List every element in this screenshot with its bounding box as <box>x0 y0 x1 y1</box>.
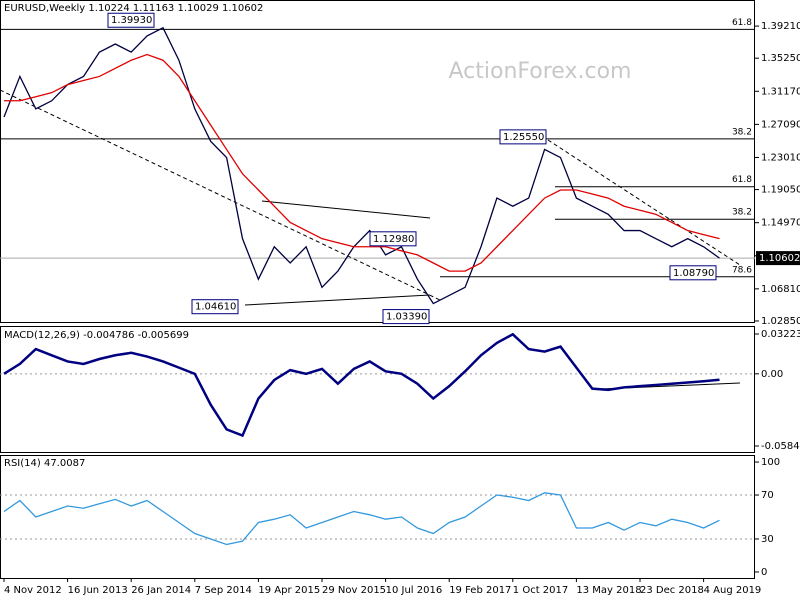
x-tick-label: 19 Feb 2017 <box>449 585 511 596</box>
series-line <box>3 492 720 546</box>
fib-label: 61.8 <box>732 175 752 185</box>
x-tick-label: 10 Jul 2016 <box>386 585 443 596</box>
y-tick-label: 1.35250 <box>761 53 800 64</box>
y-tick-label: 1.06810 <box>761 284 800 295</box>
macd-panel <box>0 326 755 453</box>
annotation-box <box>499 129 547 145</box>
annotation-label: 1.03390 <box>386 312 427 323</box>
y-tick-label: 0 <box>761 567 767 578</box>
fib-label: 61.8 <box>732 18 752 28</box>
chart-title: EURUSD,Weekly 1.10224 1.11163 1.10029 1.… <box>4 3 263 14</box>
last-price-label: 1.10602 <box>759 253 800 264</box>
x-tick-label: 4 Aug 2019 <box>704 585 762 596</box>
annotation-box <box>369 231 417 247</box>
y-tick-label: 1.31170 <box>761 86 800 97</box>
x-tick-label: 16 Jun 2013 <box>68 585 128 596</box>
rsi-panel <box>0 455 755 579</box>
annotation-box <box>669 265 717 281</box>
series-line <box>3 26 720 305</box>
y-tick-label: 70 <box>761 490 774 501</box>
y-tick-label: 0.00 <box>761 369 783 380</box>
triangle-line <box>244 294 431 306</box>
y-tick-label: 1.23010 <box>761 152 800 163</box>
triangle-line <box>261 200 431 219</box>
x-tick-label: 4 Nov 2012 <box>4 585 62 596</box>
y-tick-label: 30 <box>761 534 774 545</box>
y-tick-label: 1.27090 <box>761 119 800 130</box>
rsi-title: RSI(14) 47.0087 <box>4 458 85 469</box>
x-tick-label: 7 Sep 2014 <box>195 585 252 596</box>
annotation-label: 1.12980 <box>373 234 414 245</box>
annotation-box <box>382 309 430 325</box>
y-tick-label: -0.058434 <box>761 441 800 452</box>
x-tick-label: 23 Dec 2018 <box>640 585 704 596</box>
y-tick-label: 1.14970 <box>761 218 800 229</box>
y-tick-label: 1.19050 <box>761 185 800 196</box>
y-tick-label: 1.39210 <box>761 21 800 32</box>
fib-label: 78.6 <box>732 265 752 275</box>
annotation-label: 1.39930 <box>111 15 152 26</box>
price-panel <box>0 0 755 323</box>
y-tick-label: 100 <box>761 457 780 468</box>
x-tick-label: 26 Jan 2014 <box>131 585 191 596</box>
trendline <box>547 139 741 266</box>
fib-label: 38.2 <box>732 127 752 137</box>
x-tick-label: 29 Nov 2015 <box>322 585 386 596</box>
x-tick-label: 19 Apr 2015 <box>258 585 320 596</box>
annotation-label: 1.04610 <box>195 302 236 313</box>
annotation-box <box>107 12 155 28</box>
annotation-label: 1.25550 <box>503 132 544 143</box>
last-price-tag <box>756 251 800 266</box>
annotation-label: 1.08790 <box>673 268 714 279</box>
macd-title: MACD(12,26,9) -0.004786 -0.005699 <box>4 330 189 341</box>
annotation-box <box>191 299 239 315</box>
x-tick-label: 1 Oct 2017 <box>513 585 568 596</box>
trendline <box>0 89 441 301</box>
y-tick-label: 0.032235 <box>761 329 800 340</box>
fib-label: 38.2 <box>732 208 752 218</box>
series-line <box>3 332 720 438</box>
series-line <box>4 53 720 272</box>
x-tick-label: 13 May 2018 <box>576 585 641 596</box>
watermark: ActionForex.com <box>449 59 632 84</box>
y-tick-label: 1.02850 <box>761 316 800 327</box>
